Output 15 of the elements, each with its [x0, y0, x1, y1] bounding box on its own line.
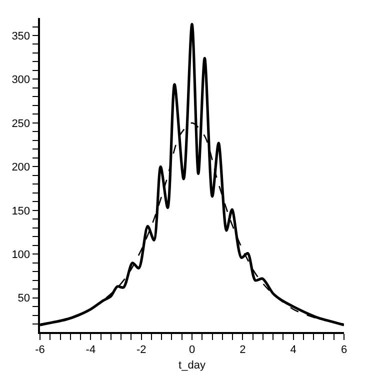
x-tick-label: -6: [35, 344, 45, 356]
x-tick-label: 2: [240, 344, 246, 356]
x-tick-label: -4: [86, 344, 96, 356]
x-tick-label: -2: [136, 344, 146, 356]
x-tick-label: 6: [340, 344, 348, 356]
y-tick-label: 300: [12, 74, 30, 86]
x-axis-title: t_day: [178, 360, 206, 372]
y-tick-label: 150: [12, 205, 30, 218]
y-tick-label: 350: [12, 30, 30, 42]
y-tick-label: 250: [12, 118, 30, 130]
x-tick-label: 4: [290, 344, 296, 356]
y-tick-label: 100: [12, 249, 30, 262]
x-tick-label: 0: [188, 344, 196, 356]
y-tick-label: 200: [12, 162, 30, 174]
y-tick-label: 50: [18, 292, 30, 305]
